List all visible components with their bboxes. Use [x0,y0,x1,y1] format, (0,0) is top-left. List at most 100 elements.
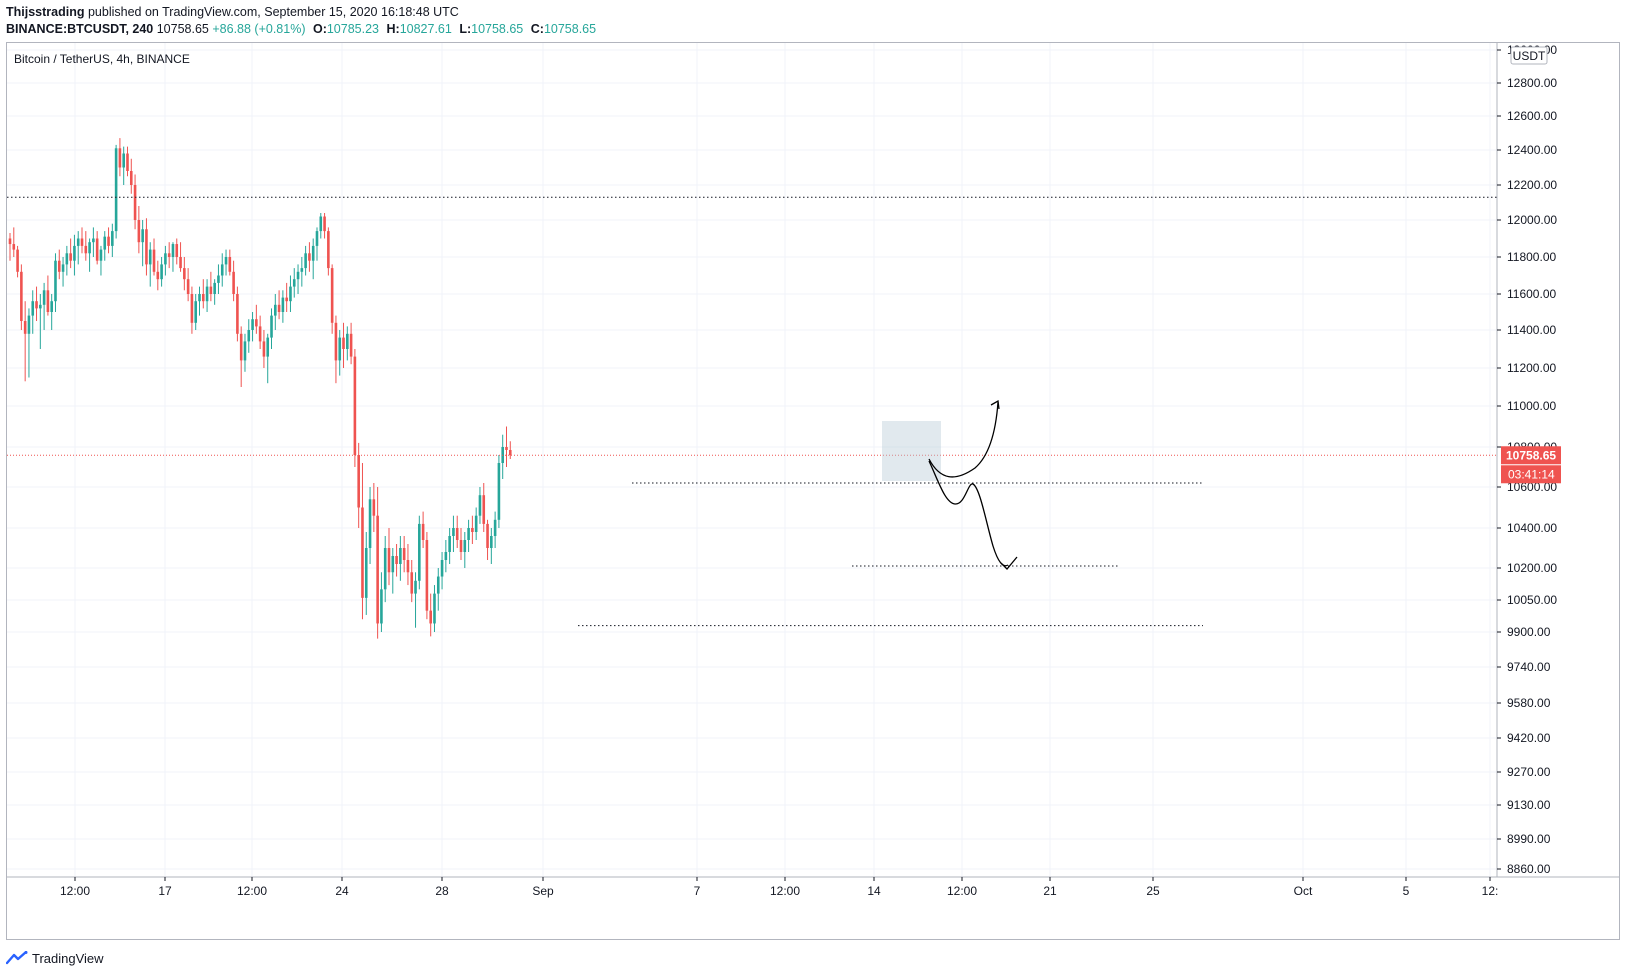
candle-body[interactable] [76,238,80,246]
candle-body[interactable] [73,245,76,261]
candle-body[interactable] [467,528,470,540]
candle-body[interactable] [137,220,141,243]
candle-body[interactable] [421,523,425,540]
candle-body[interactable] [8,238,12,245]
candle-body[interactable] [508,450,512,456]
candle-body[interactable] [23,321,27,334]
candle-body[interactable] [300,268,304,272]
candle-body[interactable] [262,341,266,357]
candle-body[interactable] [497,463,501,520]
candle-body[interactable] [505,447,508,450]
candle-body[interactable] [228,257,232,272]
candle-body[interactable] [357,455,360,508]
candle-body[interactable] [27,315,31,334]
candle-body[interactable] [266,337,270,357]
candle-body[interactable] [118,148,122,168]
candle-body[interactable] [452,528,455,536]
candle-body[interactable] [323,216,326,232]
candle-body[interactable] [255,319,258,327]
candle-body[interactable] [129,171,133,185]
candle-body[interactable] [258,326,262,342]
candle-body[interactable] [171,244,175,257]
candle-body[interactable] [209,286,213,294]
candle-body[interactable] [368,499,372,548]
candle-body[interactable] [361,507,364,598]
candle-body[interactable] [387,548,391,573]
candle-body[interactable] [402,548,406,560]
candle-body[interactable] [270,315,273,338]
candle-body[interactable] [35,301,38,309]
candle-body[interactable] [440,560,444,577]
candle-body[interactable] [292,279,296,287]
candle-body[interactable] [433,593,436,624]
candle-body[interactable] [327,231,330,269]
candle-body[interactable] [84,245,88,254]
currency-badge[interactable] [1510,46,1548,65]
candle-body[interactable] [425,540,429,611]
candle-body[interactable] [12,244,16,250]
candle-body[interactable] [330,268,334,323]
candle-body[interactable] [482,495,486,524]
candle-body[interactable] [205,286,209,302]
candle-body[interactable] [247,330,251,342]
candle-body[interactable] [95,238,99,261]
author-name[interactable]: Thijsstrading [6,5,85,19]
candle-body[interactable] [289,286,292,302]
candle-body[interactable] [224,257,228,265]
candle-body[interactable] [490,536,493,548]
candle-body[interactable] [281,297,285,312]
candle-body[interactable] [463,540,467,552]
candle-body[interactable] [353,356,357,455]
candle-body[interactable] [80,238,84,246]
candle-body[interactable] [148,249,152,265]
candle-body[interactable] [126,153,129,172]
candle-body[interactable] [364,548,368,598]
candle-body[interactable] [103,236,107,250]
candle-body[interactable] [334,322,338,361]
candle-body[interactable] [304,253,307,269]
candle-body[interactable] [410,572,414,594]
candle-body[interactable] [376,515,379,624]
candle-body[interactable] [338,337,342,361]
candle-body[interactable] [406,560,410,573]
candle-body[interactable] [349,333,353,357]
candle-body[interactable] [57,260,61,272]
candle-body[interactable] [478,495,482,516]
candle-body[interactable] [50,301,53,312]
candle-body[interactable] [133,185,137,220]
candle-body[interactable] [156,271,160,280]
candle-body[interactable] [395,556,398,564]
candle-body[interactable] [285,297,288,302]
candle-body[interactable] [444,552,448,560]
candle-body[interactable] [448,536,451,552]
candle-body[interactable] [190,294,194,323]
candle-body[interactable] [277,304,281,312]
candle-body[interactable] [220,264,224,276]
candle-body[interactable] [42,290,46,305]
candle-body[interactable] [315,231,319,246]
candle-body[interactable] [107,236,110,246]
candle-body[interactable] [459,540,463,552]
candle-body[interactable] [319,216,323,232]
candle-body[interactable] [160,264,163,280]
candle-body[interactable] [232,271,235,294]
candle-body[interactable] [429,610,432,624]
candle-body[interactable] [92,238,95,243]
candle-body[interactable] [380,589,383,624]
candle-body[interactable] [474,515,478,532]
candle-body[interactable] [414,580,417,594]
candle-body[interactable] [194,301,198,323]
candle-body[interactable] [122,153,125,168]
candle-body[interactable] [183,268,186,280]
candle-body[interactable] [164,253,167,265]
candle-body[interactable] [179,257,182,269]
candle-body[interactable] [346,333,349,349]
candle-body[interactable] [213,282,216,294]
bullish-projection-path[interactable] [928,401,999,478]
candle-body[interactable] [239,333,243,361]
candle-body[interactable] [399,548,402,564]
candle-body[interactable] [61,264,65,272]
candle-body[interactable] [236,294,239,334]
candle-body[interactable] [243,341,247,361]
